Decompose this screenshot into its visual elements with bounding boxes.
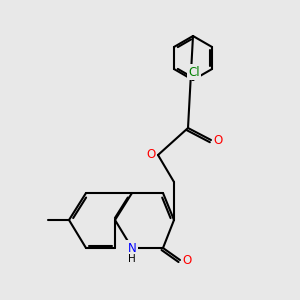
- Text: O: O: [146, 148, 156, 161]
- Text: O: O: [213, 134, 223, 146]
- Text: Cl: Cl: [188, 65, 200, 79]
- Text: N: N: [128, 242, 136, 254]
- Text: O: O: [182, 254, 192, 266]
- Text: H: H: [128, 254, 136, 264]
